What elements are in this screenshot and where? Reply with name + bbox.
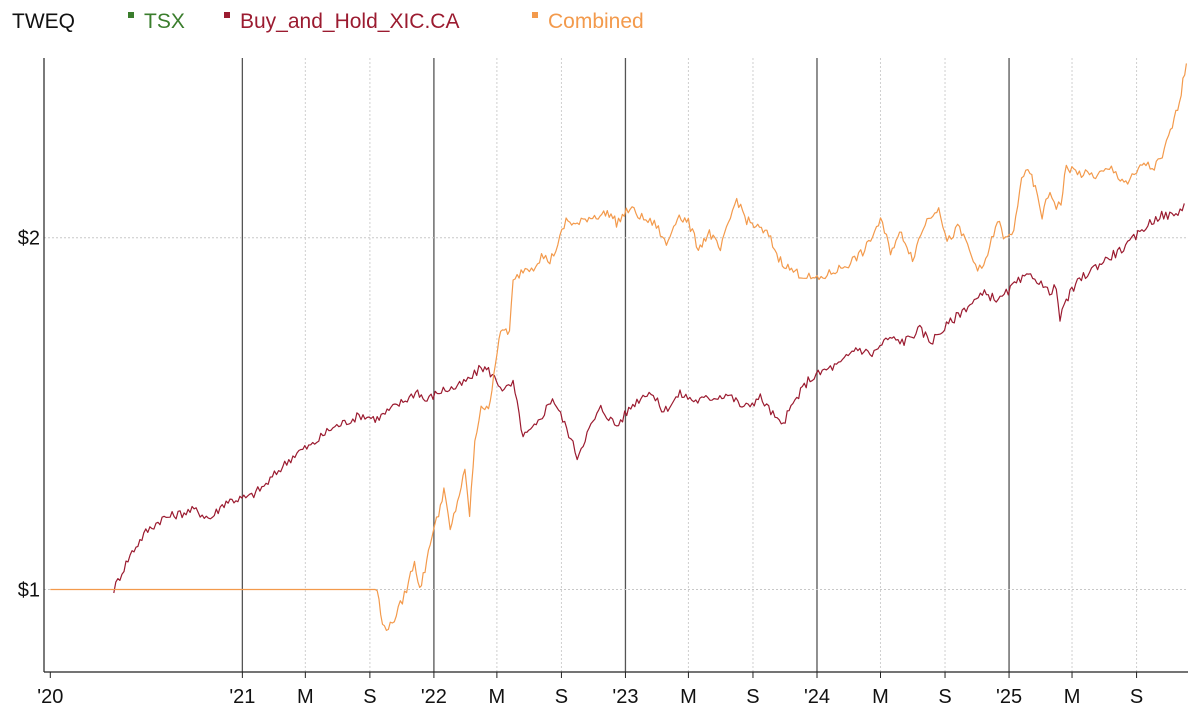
x-tick-label: S: [938, 686, 951, 708]
x-tick-label: M: [297, 686, 314, 708]
x-tick-label: M: [489, 686, 506, 708]
series-line: [113, 203, 1185, 594]
legend: TWEQ TSX Buy_and_Hold_XIC.CA Combined: [12, 10, 644, 33]
chart-title: TWEQ: [12, 10, 75, 33]
legend-label: TSX: [144, 10, 185, 33]
legend-label: Buy_and_Hold_XIC.CA: [240, 10, 459, 33]
x-tick-label: S: [363, 686, 376, 708]
x-tick-label: S: [1130, 686, 1143, 708]
x-tick-label: S: [555, 686, 568, 708]
legend-swatch: [128, 12, 134, 18]
y-tick-label: $2: [18, 228, 40, 250]
x-tick-label: '22: [421, 686, 447, 708]
x-tick-label: M: [872, 686, 889, 708]
y-tick-label: $1: [18, 580, 40, 602]
x-tick-label: '21: [229, 686, 255, 708]
legend-swatch: [532, 12, 538, 18]
x-tick-label: M: [680, 686, 697, 708]
x-tick-label: '24: [804, 686, 830, 708]
series-lines: [50, 63, 1187, 632]
legend-swatch: [224, 12, 230, 18]
legend-label: Combined: [548, 10, 644, 33]
x-tick-label: S: [746, 686, 759, 708]
gridlines: [44, 58, 1188, 672]
x-tick-label: M: [1064, 686, 1081, 708]
series-line: [50, 63, 1187, 632]
x-tick-label: '20: [37, 686, 63, 708]
x-tick-label: '23: [612, 686, 638, 708]
axes: '20 '21 M S '22 M S '23 M S '24 M S '25 M S $1 $2: [18, 58, 1188, 708]
x-tick-label: '25: [996, 686, 1022, 708]
